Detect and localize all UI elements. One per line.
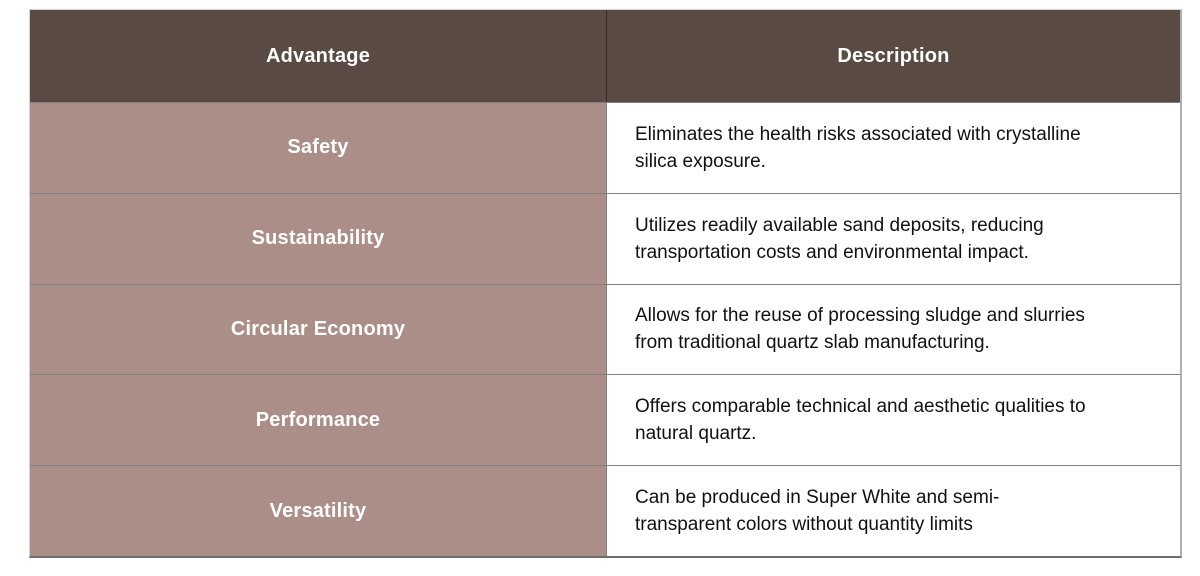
description-text: Utilizes readily available sand deposits… [635, 214, 1044, 263]
advantage-label: Sustainability [251, 227, 385, 250]
advantage-label: Circular Economy [230, 317, 406, 340]
description-text: Can be produced in Super White and semi-… [635, 487, 1000, 536]
advantage-cell-performance: Performance [30, 374, 606, 466]
advantages-table: Advantage Description Safety Eliminates … [29, 9, 1182, 558]
column-header-advantage: Advantage [30, 10, 606, 102]
column-header-description-label: Description [837, 44, 950, 67]
description-cell-versatility: Can be produced in Super White and semi-… [606, 465, 1180, 556]
column-header-advantage-label: Advantage [265, 44, 371, 67]
description-text: Allows for the reuse of processing sludg… [635, 305, 1085, 354]
advantage-label: Safety [287, 136, 349, 159]
advantage-cell-circular-economy: Circular Economy [30, 283, 606, 375]
description-text: Eliminates the health risks associated w… [635, 123, 1081, 172]
column-header-description: Description [606, 10, 1180, 102]
advantage-label: Versatility [269, 499, 367, 522]
description-cell-circular-economy: Allows for the reuse of processing sludg… [606, 283, 1180, 375]
advantage-label: Performance [255, 408, 381, 431]
description-cell-safety: Eliminates the health risks associated w… [606, 102, 1180, 193]
advantage-cell-versatility: Versatility [30, 465, 606, 556]
description-text: Offers comparable technical and aestheti… [635, 396, 1086, 445]
advantage-cell-safety: Safety [30, 102, 606, 193]
advantage-cell-sustainability: Sustainability [30, 192, 606, 284]
description-cell-performance: Offers comparable technical and aestheti… [606, 374, 1180, 466]
description-cell-sustainability: Utilizes readily available sand deposits… [606, 192, 1180, 284]
